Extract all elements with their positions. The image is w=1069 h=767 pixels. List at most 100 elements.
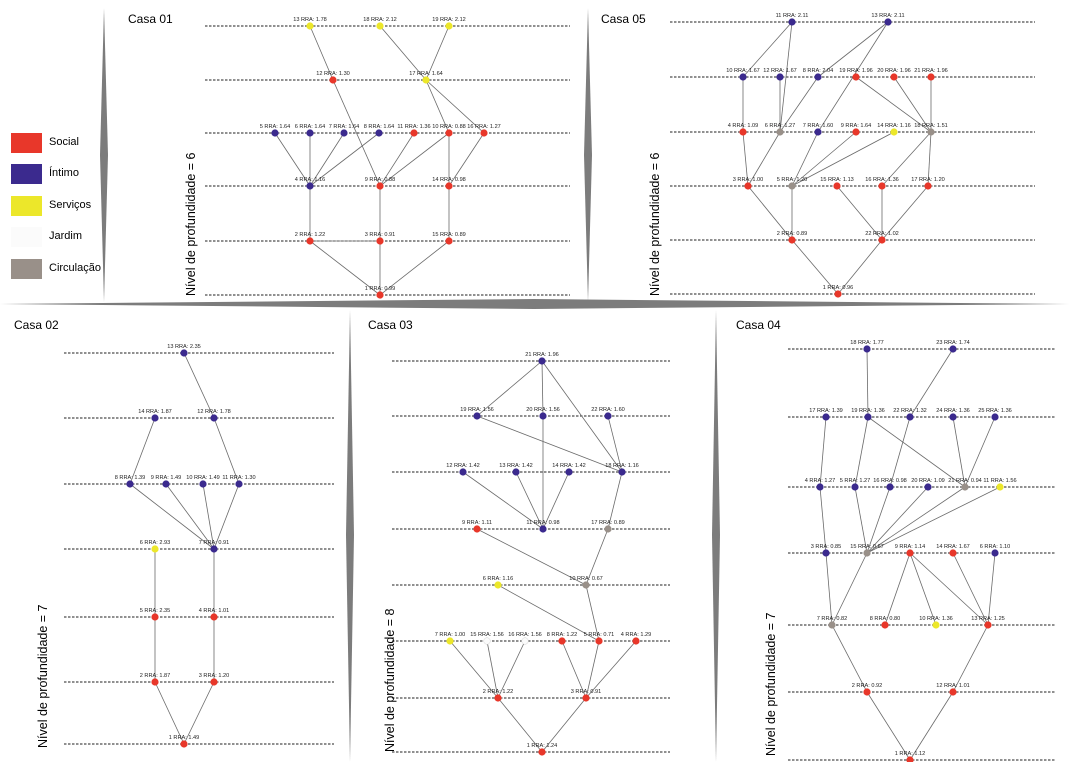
- graph-edge: [165, 483, 215, 550]
- node-servicos: [306, 22, 314, 30]
- legend-item-jardim: Jardim: [11, 227, 106, 249]
- node-label: 2 RRA: 1.22: [483, 689, 513, 695]
- graph-edge: [585, 584, 600, 642]
- vertical-divider: [346, 310, 354, 762]
- node-social: [376, 291, 384, 299]
- node-social: [890, 73, 898, 81]
- graph-edge: [497, 640, 526, 699]
- node-intimo: [949, 345, 957, 353]
- graph-edge: [379, 240, 450, 296]
- node-label: 14 RRA: 1.87: [138, 409, 172, 415]
- graph-edge: [909, 691, 954, 761]
- graph-edge: [425, 25, 450, 81]
- graph-edge: [607, 471, 623, 530]
- node-servicos: [445, 22, 453, 30]
- graph-edge: [747, 131, 781, 187]
- graph-edge: [213, 483, 240, 550]
- graph-edge: [964, 416, 996, 488]
- graph-edge: [909, 348, 954, 418]
- node-social: [927, 73, 935, 81]
- node-social: [582, 694, 590, 702]
- house-title-casa05: Casa 05: [601, 12, 646, 26]
- node-intimo: [210, 545, 218, 553]
- node-social: [924, 182, 932, 190]
- graph-edge: [486, 640, 499, 699]
- legend-swatch-circulacao: [11, 259, 42, 279]
- node-label: 1 RRA: 1.24: [527, 743, 557, 749]
- node-circulacao: [961, 483, 969, 491]
- node-intimo: [235, 480, 243, 488]
- graph-edge: [791, 131, 857, 187]
- node-label: 8 RRA: 2.04: [803, 68, 833, 74]
- node-intimo: [538, 357, 546, 365]
- graph-edge: [213, 417, 240, 485]
- node-intimo: [199, 480, 207, 488]
- graph-edge: [202, 483, 215, 550]
- node-jardim: [521, 637, 529, 645]
- node-intimo: [210, 414, 218, 422]
- node-social: [744, 182, 752, 190]
- depth-prefix: Nível de profundidade =: [764, 619, 778, 756]
- node-label: 12 RRA: 1.01: [936, 683, 970, 689]
- node-intimo: [991, 413, 999, 421]
- graph-edge: [541, 697, 587, 753]
- graph-edges: [129, 21, 1001, 761]
- graph-edge: [819, 416, 827, 488]
- node-label: 15 RRA: 1.13: [820, 177, 854, 183]
- node-circulacao: [863, 549, 871, 557]
- node-social: [788, 236, 796, 244]
- node-label: 20 RRA: 1.56: [526, 407, 560, 413]
- node-label: 17 RRA: 1.64: [409, 71, 443, 77]
- graph-edge: [476, 528, 587, 586]
- node-label: 14 RRA: 0.98: [432, 177, 466, 183]
- node-label: 20 RRA: 1.09: [911, 478, 945, 484]
- graph-edge: [854, 486, 868, 554]
- node-social: [329, 76, 337, 84]
- graph-edge: [379, 132, 415, 187]
- node-label: 10 RRA: 1.49: [186, 475, 220, 481]
- depth-value: 6: [648, 152, 662, 160]
- node-label: 5 RRA: 0.71: [584, 632, 614, 638]
- node-label: 12 RRA: 1.42: [446, 463, 480, 469]
- node-intimo: [473, 412, 481, 420]
- node-social: [151, 613, 159, 621]
- depth-value: 7: [764, 612, 778, 620]
- node-intimo: [864, 413, 872, 421]
- graph-edge: [825, 552, 833, 626]
- node-intimo: [863, 345, 871, 353]
- node-label: 6 RRA: 1.16: [483, 576, 513, 582]
- house-title-casa04: Casa 04: [736, 318, 781, 332]
- legend-swatch-social: [11, 133, 42, 153]
- node-servicos: [890, 128, 898, 136]
- node-servicos: [151, 545, 159, 553]
- node-intimo: [539, 525, 547, 533]
- node-label: 16 RRA: 1.36: [865, 177, 899, 183]
- legend-swatch-servicos: [11, 196, 42, 216]
- node-label: 15 RRA: 0.89: [432, 232, 466, 238]
- node-label: 17 RRA: 1.39: [809, 408, 843, 414]
- node-label: 13 RRA: 2.35: [167, 344, 201, 350]
- vertical-divider: [712, 310, 720, 762]
- node-label: 5 RRA: 1.27: [840, 478, 870, 484]
- node-label: 3 RRA: 0.91: [571, 689, 601, 695]
- node-label: 10 RRA: 1.36: [919, 616, 953, 622]
- node-social: [834, 290, 842, 298]
- node-social: [494, 694, 502, 702]
- node-label: 11 RRA: 1.36: [397, 124, 430, 130]
- graph-edge: [379, 25, 427, 81]
- depth-prefix: Nível de profundidade =: [383, 615, 397, 752]
- node-label: 6 RRA: 2.93: [140, 540, 170, 546]
- node-circulacao: [828, 621, 836, 629]
- node-label: 6 RRA: 1.64: [295, 124, 325, 130]
- graph-edge: [309, 132, 380, 187]
- node-label: 2 RRA: 1.87: [140, 673, 170, 679]
- depth-label-casa02: Nível de profundidade = 7: [36, 604, 50, 748]
- graph-edge: [866, 486, 1001, 554]
- node-servicos: [494, 581, 502, 589]
- node-social: [306, 237, 314, 245]
- level-lines: [64, 21, 1055, 761]
- node-label: 7 RRA: 1.64: [329, 124, 359, 130]
- graph-edge: [561, 640, 587, 699]
- graph-edge: [154, 681, 185, 745]
- node-label: 7 RRA: 0.82: [817, 616, 847, 622]
